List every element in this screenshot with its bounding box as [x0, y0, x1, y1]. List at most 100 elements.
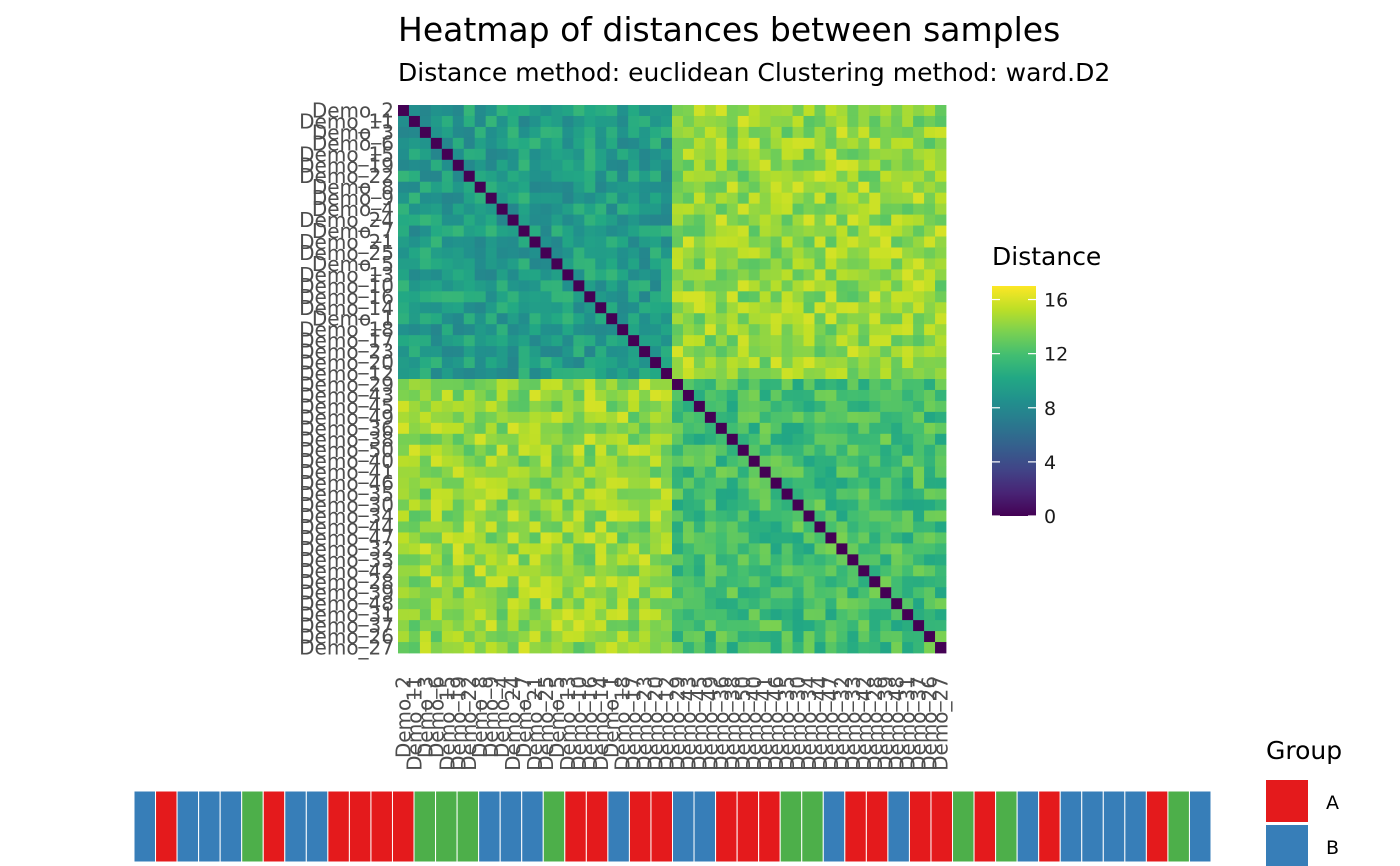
heatmap-cell — [474, 335, 487, 347]
heatmap-cell — [606, 389, 618, 402]
heatmap-cell — [748, 269, 761, 281]
heatmap-cell — [518, 203, 530, 215]
heatmap-cell — [924, 477, 936, 489]
heatmap-cell — [880, 433, 892, 446]
heatmap-cell — [474, 236, 487, 248]
heatmap-cell — [606, 258, 618, 270]
heatmap-cell — [606, 576, 618, 588]
heatmap-cell — [803, 411, 815, 424]
heatmap-cell — [639, 214, 651, 226]
heatmap-cell — [803, 181, 815, 194]
heatmap-cell — [781, 477, 793, 489]
heatmap-cell — [419, 510, 432, 522]
heatmap-cell — [661, 192, 673, 205]
heatmap-cell — [430, 291, 443, 303]
heatmap-cell — [408, 411, 421, 424]
heatmap-cell — [902, 346, 914, 358]
heatmap-cell — [869, 488, 881, 500]
heatmap-cell — [902, 148, 914, 161]
heatmap-cell — [485, 389, 498, 402]
heatmap-cell — [562, 105, 574, 117]
heatmap-cell — [891, 422, 903, 435]
heatmap-cell — [398, 532, 410, 544]
group-bar-cell — [413, 790, 437, 863]
heatmap-cell — [496, 159, 508, 172]
heatmap-cell — [748, 324, 761, 336]
heatmap-cell — [529, 587, 541, 599]
heatmap-cell — [507, 137, 519, 150]
heatmap-cell — [880, 379, 892, 391]
heatmap-cell — [595, 587, 607, 599]
heatmap-cell — [430, 379, 443, 391]
group-bar-cell — [672, 790, 695, 863]
heatmap-cell — [836, 631, 848, 643]
heatmap-cell — [562, 247, 574, 259]
heatmap-cell — [672, 203, 684, 215]
heatmap-cell — [540, 499, 552, 511]
heatmap-cell — [726, 258, 739, 270]
heatmap-cell — [584, 105, 596, 117]
heatmap-cell — [781, 411, 793, 424]
heatmap-cell — [682, 159, 695, 172]
heatmap-cell — [463, 576, 476, 588]
group-bar-cell — [198, 790, 221, 863]
heatmap-cell — [924, 389, 936, 402]
heatmap-cell — [726, 126, 739, 139]
heatmap-cell — [858, 170, 870, 183]
heatmap-cell — [507, 411, 519, 424]
heatmap-cell — [584, 258, 596, 270]
heatmap-cell — [419, 587, 432, 599]
heatmap-cell — [672, 554, 684, 566]
heatmap-cell — [463, 642, 476, 654]
heatmap-cell — [913, 105, 925, 117]
heatmap-cell — [935, 170, 947, 183]
heatmap-cell — [726, 335, 739, 347]
heatmap-cell — [496, 137, 508, 150]
heatmap-cell — [398, 477, 410, 489]
heatmap-cell — [748, 346, 761, 358]
heatmap-cell — [551, 313, 563, 325]
heatmap-cell — [595, 543, 607, 555]
heatmap-cell — [704, 159, 717, 172]
heatmap-cell — [803, 192, 815, 205]
x-tick-label: Demo_45 — [687, 676, 711, 771]
heatmap-cell — [748, 170, 761, 183]
group-bar-cell — [779, 790, 803, 863]
heatmap-cell — [496, 192, 508, 205]
heatmap-cell — [419, 269, 432, 281]
heatmap-cell — [518, 115, 530, 128]
heatmap-cell — [496, 466, 508, 479]
heatmap-cell — [485, 170, 498, 183]
heatmap-cell — [880, 587, 892, 599]
heatmap-cell — [935, 554, 947, 566]
heatmap-cell — [606, 521, 618, 533]
heatmap-cell — [891, 291, 903, 303]
heatmap-cell — [430, 214, 443, 226]
heatmap-cell — [661, 532, 673, 544]
heatmap-cell — [924, 214, 936, 226]
heatmap-cell — [595, 126, 607, 139]
heatmap-cell — [869, 346, 881, 358]
heatmap-cell — [814, 192, 826, 205]
heatmap-cell — [759, 466, 772, 479]
heatmap-cell — [715, 565, 728, 577]
heatmap-cell — [551, 477, 563, 489]
group-bar-cell — [973, 790, 997, 863]
y-tick-label: Demo_32 — [299, 537, 394, 561]
heatmap-cell — [408, 499, 421, 511]
heatmap-cell — [595, 488, 607, 500]
heatmap-cell — [693, 368, 706, 380]
heatmap-cell — [408, 126, 421, 139]
heatmap-cell — [759, 137, 772, 150]
heatmap-cell — [715, 411, 728, 424]
heatmap-cell — [704, 477, 717, 489]
x-tick-label: Demo_42 — [852, 676, 876, 771]
heatmap-cell — [748, 148, 761, 161]
heatmap-cell — [485, 521, 498, 533]
heatmap-cell — [924, 444, 936, 457]
heatmap-cell — [540, 115, 552, 128]
heatmap-cell — [474, 521, 487, 533]
heatmap-cell — [562, 576, 574, 588]
y-tick-label: Demo_30 — [299, 493, 394, 517]
heatmap-cell — [682, 521, 695, 533]
